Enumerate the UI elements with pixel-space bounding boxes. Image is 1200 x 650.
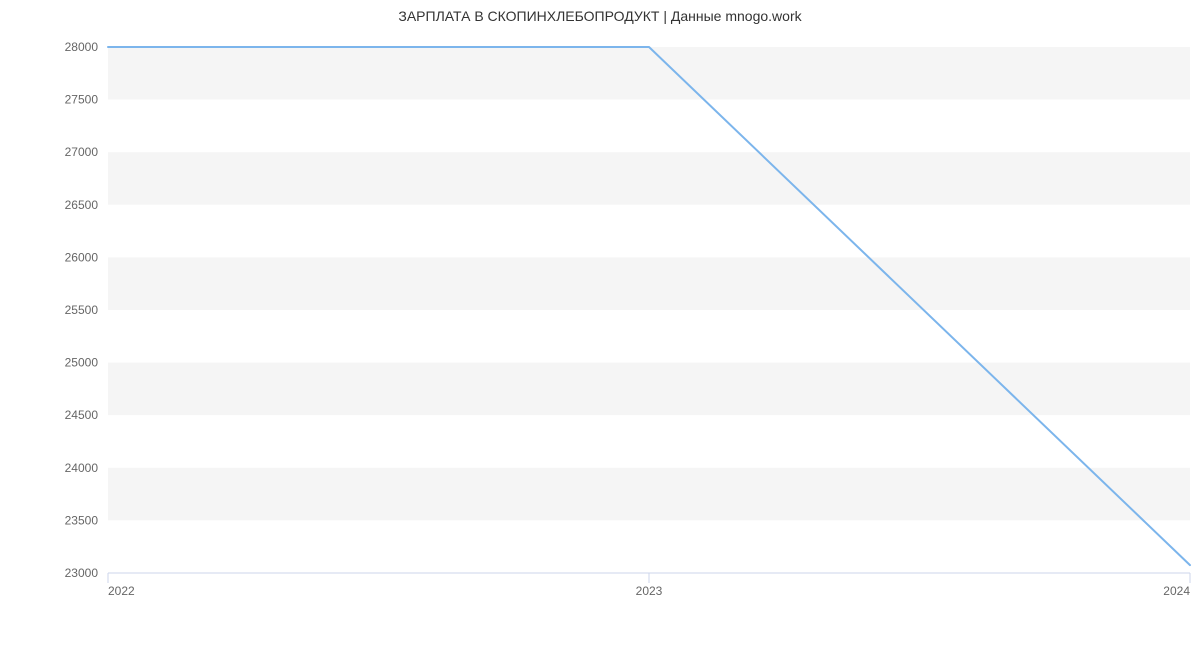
salary-line-chart: ЗАРПЛАТА В СКОПИНХЛЕБОПРОДУКТ | Данные m… bbox=[0, 0, 1200, 650]
chart-title: ЗАРПЛАТА В СКОПИНХЛЕБОПРОДУКТ | Данные m… bbox=[0, 8, 1200, 24]
y-tick-label: 24500 bbox=[65, 408, 99, 422]
plot-band bbox=[108, 152, 1190, 205]
y-tick-label: 27500 bbox=[65, 93, 99, 107]
x-tick-label: 2023 bbox=[636, 584, 663, 598]
plot-band bbox=[108, 100, 1190, 153]
plot-band bbox=[108, 415, 1190, 468]
y-tick-label: 24000 bbox=[65, 461, 99, 475]
y-tick-label: 27000 bbox=[65, 145, 99, 159]
y-tick-label: 23500 bbox=[65, 513, 99, 527]
plot-band bbox=[108, 363, 1190, 416]
plot-band bbox=[108, 205, 1190, 258]
plot-band bbox=[108, 47, 1190, 100]
plot-band bbox=[108, 520, 1190, 573]
plot-band bbox=[108, 310, 1190, 363]
x-tick-label: 2024 bbox=[1163, 584, 1190, 598]
y-tick-label: 28000 bbox=[65, 40, 99, 54]
plot-band bbox=[108, 257, 1190, 310]
plot-band bbox=[108, 468, 1190, 521]
x-tick-label: 2022 bbox=[108, 584, 135, 598]
chart-svg: 23000 23500 24000 24500 25000 25500 26000 26500… bbox=[0, 0, 1200, 650]
y-tick-label: 26500 bbox=[65, 198, 99, 212]
y-tick-label: 25000 bbox=[65, 356, 99, 370]
y-tick-label: 23000 bbox=[65, 566, 99, 580]
y-tick-label: 26000 bbox=[65, 250, 99, 264]
y-tick-label: 25500 bbox=[65, 303, 99, 317]
